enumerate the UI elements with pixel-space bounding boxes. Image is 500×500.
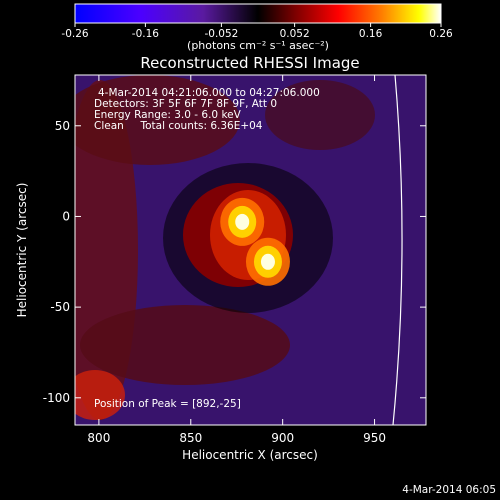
y-axis-label: Heliocentric Y (arcsec) (15, 183, 29, 318)
colorbar-ticks: -0.26 -0.16 -0.052 0.052 0.16 0.26 (61, 23, 453, 40)
annotation-detectors: Detectors: 3F 5F 6F 7F 8F 9F, Att 0 (94, 98, 277, 110)
annotation-energy: Energy Range: 3.0 - 6.0 keV (94, 109, 242, 121)
colorbar-tick-label: 0.26 (429, 28, 453, 40)
x-tick-label: 900 (271, 431, 294, 445)
y-tick-label: 50 (55, 119, 70, 133)
colorbar-unit-label: (photons cm⁻² s⁻¹ asec⁻²) (187, 39, 329, 52)
x-tick-label: 850 (179, 431, 202, 445)
colorbar-tick-label: 0.16 (359, 28, 383, 40)
axis-ticks: 800 850 900 950 -100 -50 0 50 (43, 75, 426, 445)
top-left-red-region (75, 75, 240, 165)
timestamp: 4-Mar-2014 06:05 (402, 484, 496, 496)
solar-limb (392, 75, 403, 425)
x-tick-label: 950 (363, 431, 386, 445)
bottom-left-bright-region (75, 370, 125, 420)
source-1-core (260, 253, 275, 270)
plot-frame (74, 74, 427, 426)
annotation-peak: Position of Peak = [892,-25] (94, 398, 241, 410)
colorbar-tick-label: 0.052 (280, 28, 310, 40)
colorbar-tick-label: -0.16 (132, 28, 159, 40)
source-0-core (235, 213, 250, 230)
y-tick-label: -50 (50, 300, 70, 314)
annotation-time-range: 4-Mar-2014 04:21:06.000 to 04:27:06.000 (98, 87, 320, 99)
x-tick-label: 800 (87, 431, 110, 445)
chart-title: Reconstructed RHESSI Image (140, 54, 359, 72)
bottom-red-region (80, 305, 290, 385)
annotation-clean: Clean Total counts: 6.36E+04 (94, 120, 263, 132)
y-tick-label: -100 (43, 391, 70, 405)
colorbar-tick-label: -0.26 (61, 28, 88, 40)
flare-sources (220, 197, 290, 286)
colorbar-tick-label: -0.052 (204, 28, 238, 40)
top-right-red-region (265, 80, 375, 150)
y-tick-label: 0 (62, 209, 70, 223)
colorbar (74, 3, 442, 24)
heatmap-image (75, 75, 426, 425)
x-axis-label: Heliocentric X (arcsec) (182, 448, 318, 462)
